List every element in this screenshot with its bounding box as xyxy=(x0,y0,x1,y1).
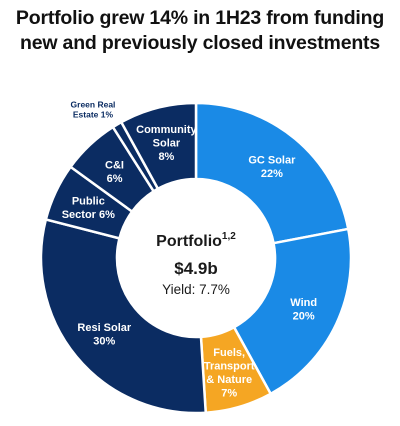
donut-slices xyxy=(39,101,353,415)
chart-title: Portfolio grew 14% in 1H23 from funding … xyxy=(0,6,400,56)
chart-title-line-1: Portfolio grew 14% in 1H23 from funding xyxy=(15,7,385,29)
slice-label-resi-solar: Resi Solar 30% xyxy=(77,322,132,348)
slice-community-solar xyxy=(119,101,198,191)
slice-label-candi: C&I 6% xyxy=(105,160,124,186)
center-title: Portfolio1,2 xyxy=(156,231,236,250)
slice-label-public-sector: Public Sector 6% xyxy=(62,196,115,222)
slice-label-community-solar: Community Solar 8% xyxy=(136,124,197,163)
slice-resi-solar xyxy=(39,217,208,415)
chart-title-line-2: new and previously closed investments xyxy=(20,32,380,54)
center-value: $4.9b xyxy=(174,259,217,278)
slice-label-fuels-transport-and-nature: Fuels, Transport & Nature 7% xyxy=(204,347,255,400)
slice-gc-solar xyxy=(194,101,350,245)
slice-label-wind: Wind 20% xyxy=(290,297,317,323)
slice-labels: GC Solar 22% Wind 20% Fuels, Transport & Natur… xyxy=(62,99,317,399)
slice-label-gc-solar: GC Solar 22% xyxy=(248,155,296,181)
slice-wind xyxy=(232,227,353,396)
donut-center: Portfolio1,2 $4.9b Yield: 7.7% xyxy=(156,231,236,297)
slice-label-green-real-estate: Green Real Estate 1% xyxy=(71,99,116,119)
center-yield: Yield: 7.7% xyxy=(162,282,230,297)
